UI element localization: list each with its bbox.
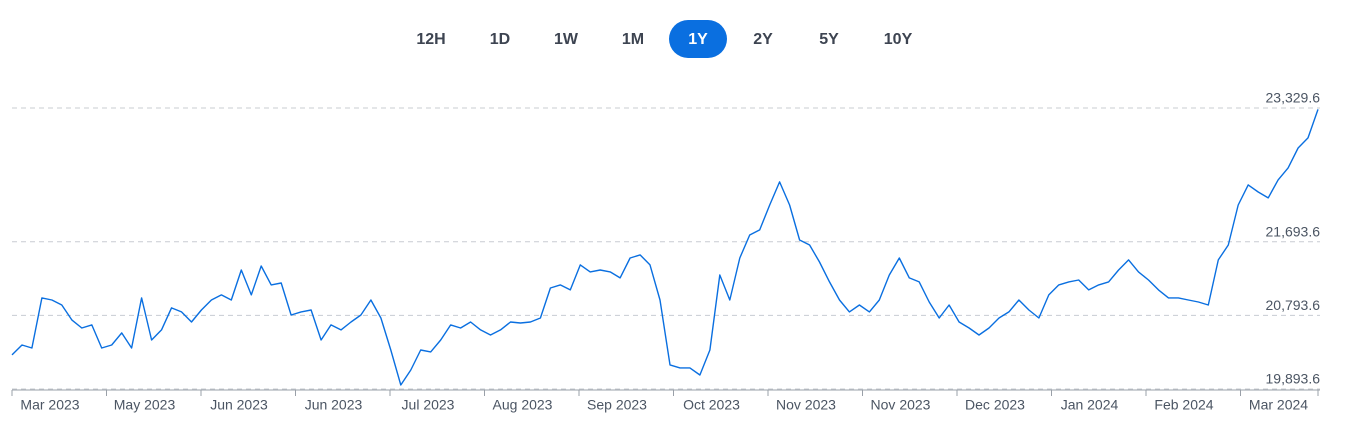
x-tick-label: Nov 2023 bbox=[776, 397, 836, 413]
x-tick-label: Jul 2023 bbox=[402, 397, 455, 413]
x-tick-label: Jun 2023 bbox=[210, 397, 268, 413]
x-tick-label: Dec 2023 bbox=[965, 397, 1025, 413]
x-tick-label: Feb 2024 bbox=[1154, 397, 1213, 413]
x-tick-label: Jun 2023 bbox=[305, 397, 363, 413]
range-button[interactable]: 1D bbox=[490, 31, 510, 48]
x-tick-label: Mar 2024 bbox=[1249, 397, 1308, 413]
range-button[interactable]: 1Y bbox=[688, 31, 708, 48]
y-tick-label: 23,329.6 bbox=[1266, 90, 1321, 106]
range-button-active[interactable] bbox=[669, 20, 727, 58]
x-tick-label: May 2023 bbox=[114, 397, 176, 413]
range-button[interactable]: 12H bbox=[416, 31, 445, 48]
x-tick-label: Mar 2023 bbox=[20, 397, 79, 413]
x-tick-label: Oct 2023 bbox=[683, 397, 740, 413]
x-tick-label: Nov 2023 bbox=[871, 397, 931, 413]
y-tick-label: 20,793.6 bbox=[1266, 297, 1321, 313]
y-tick-label: 19,893.6 bbox=[1266, 371, 1321, 387]
y-tick-label: 21,693.6 bbox=[1266, 223, 1321, 239]
x-tick-label: Aug 2023 bbox=[493, 397, 553, 413]
x-tick-label: Sep 2023 bbox=[587, 397, 647, 413]
range-button[interactable]: 1M bbox=[622, 31, 644, 48]
x-tick-label: Jan 2024 bbox=[1061, 397, 1119, 413]
range-button[interactable]: 5Y bbox=[819, 31, 839, 48]
range-button[interactable]: 1W bbox=[554, 31, 579, 48]
range-button[interactable]: 2Y bbox=[753, 31, 773, 48]
price-line bbox=[11, 109, 1319, 386]
range-button[interactable]: 10Y bbox=[884, 31, 913, 48]
